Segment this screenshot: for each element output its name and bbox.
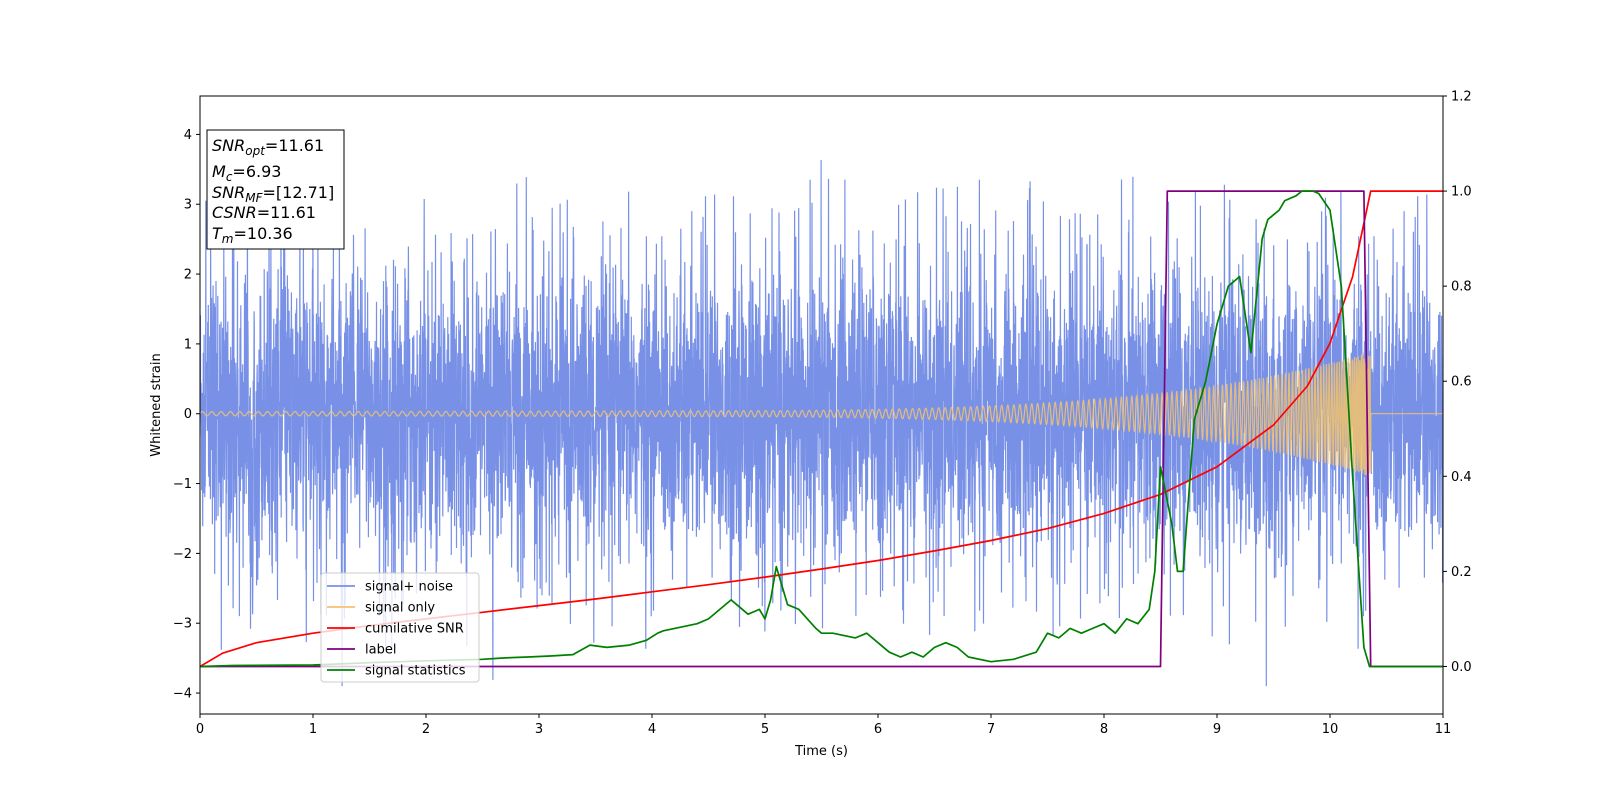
plot-frame xyxy=(199,95,1444,715)
y-axis-right: 0.0 0.2 0.4 0.6 0.8 1.0 1.2 xyxy=(1443,90,1472,675)
legend: signal+ noise signal only cumilative SNR la… xyxy=(320,572,480,683)
series-signal-only xyxy=(200,354,1443,476)
y-right-tick-label: 0.2 xyxy=(1451,565,1472,580)
series-signal-statistics xyxy=(200,190,1443,668)
y-axis-left: −4 −3 −2 −1 0 1 2 3 4 xyxy=(173,128,200,702)
x-tick-label: 0 xyxy=(196,722,204,737)
y-left-tick-label: 4 xyxy=(184,128,192,143)
annotation-line: Mc=6.93 xyxy=(212,162,281,184)
legend-entry: signal only xyxy=(365,601,435,616)
y-left-tick-label: −3 xyxy=(173,617,192,632)
x-tick-label: 8 xyxy=(1100,722,1108,737)
y-right-tick-label: 0.0 xyxy=(1451,660,1472,675)
x-tick-label: 5 xyxy=(761,722,769,737)
y-right-tick-label: 0.8 xyxy=(1451,280,1472,295)
legend-entry: cumilative SNR xyxy=(365,622,464,637)
annotation-line: SNRopt=11.61 xyxy=(212,136,324,158)
x-tick-label: 6 xyxy=(874,722,882,737)
y-left-tick-label: −4 xyxy=(173,687,192,702)
annotation-frame xyxy=(206,129,345,250)
y-left-tick-label: 2 xyxy=(184,268,192,283)
x-tick-label: 10 xyxy=(1322,722,1339,737)
x-tick-label: 2 xyxy=(422,722,430,737)
annotation-line: SNRMF=[12.71] xyxy=(212,183,334,205)
x-tick-label: 7 xyxy=(987,722,995,737)
x-tick-label: 1 xyxy=(309,722,317,737)
x-axis-label: Time (s) xyxy=(794,744,848,759)
y-right-tick-label: 0.6 xyxy=(1451,375,1472,390)
y-left-tick-label: 0 xyxy=(184,407,192,422)
y-right-tick-label: 0.4 xyxy=(1451,470,1472,485)
annotation-box: SNRopt=11.61 Mc=6.93SNRMF=[12.71]CSNR=11.… xyxy=(206,129,345,250)
y-left-tick-label: 3 xyxy=(184,198,192,213)
legend-entry: label xyxy=(365,643,396,658)
x-tick-label: 4 xyxy=(648,722,656,737)
y-left-tick-label: 1 xyxy=(184,337,192,352)
legend-entry: signal statistics xyxy=(365,664,466,679)
y-axis-label: Whitened strain xyxy=(149,353,164,456)
y-right-tick-label: 1.0 xyxy=(1451,185,1472,200)
x-tick-label: 3 xyxy=(535,722,543,737)
y-left-tick-label: −1 xyxy=(173,477,192,492)
legend-frame xyxy=(320,572,480,683)
y-right-tick-label: 1.2 xyxy=(1451,90,1472,105)
x-tick-label: 11 xyxy=(1435,722,1452,737)
y-left-tick-label: −2 xyxy=(173,547,192,562)
x-axis: 0 1 2 3 4 5 6 7 8 9 10 11 xyxy=(196,714,1451,737)
annotation-line: CSNR=11.61 xyxy=(212,203,316,222)
annotation-line: Tm=10.36 xyxy=(212,224,293,246)
legend-entry: signal+ noise xyxy=(365,580,453,595)
x-tick-label: 9 xyxy=(1213,722,1221,737)
